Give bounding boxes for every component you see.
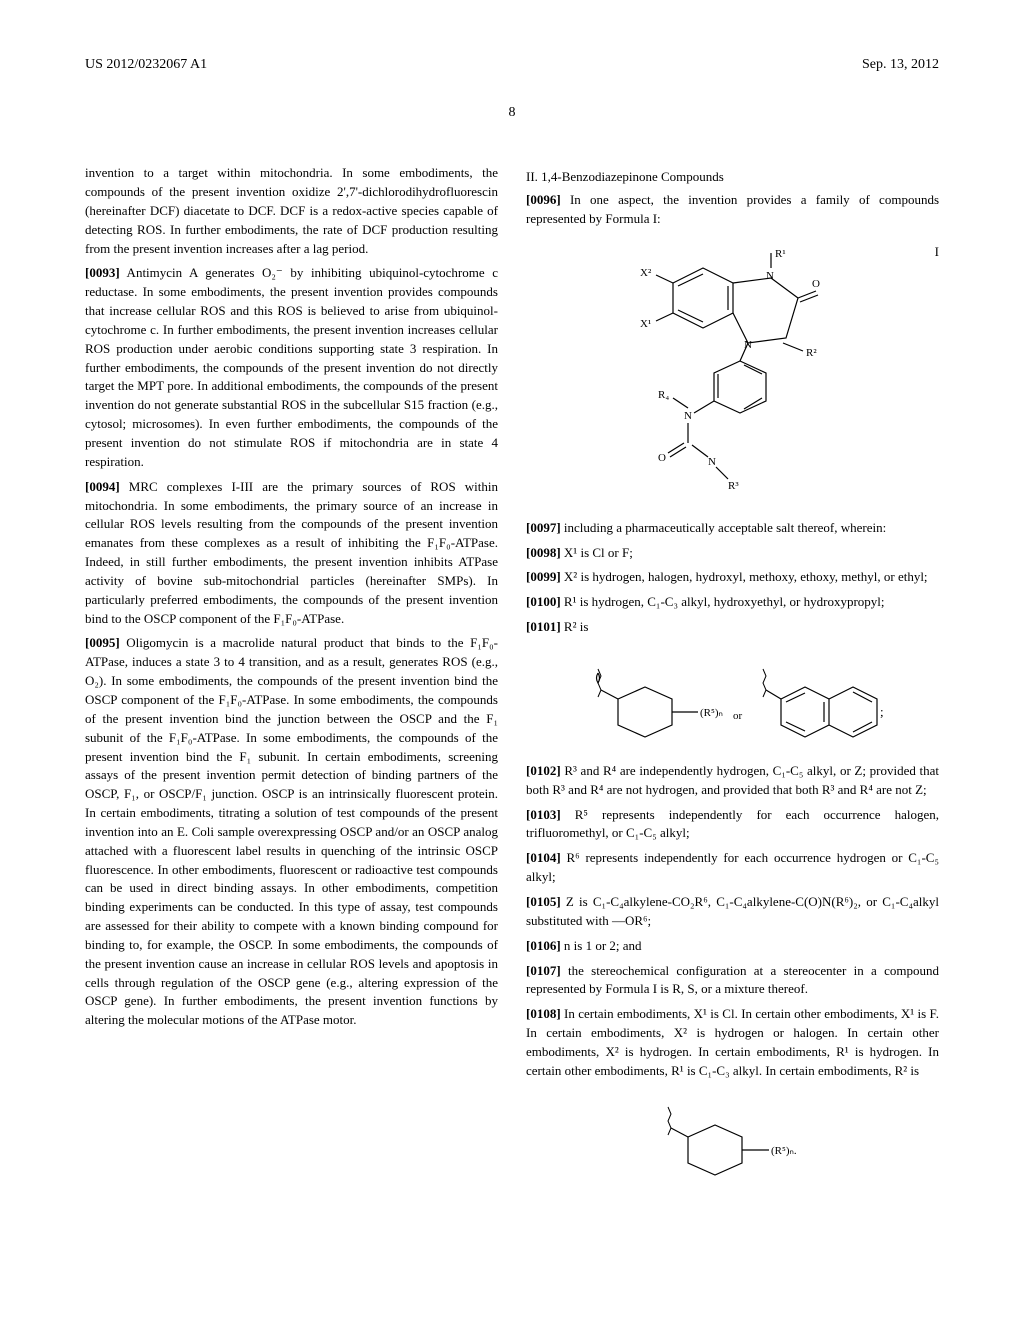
text-0098: X¹ is Cl or F; <box>561 545 633 560</box>
para-0103: [0103] R⁵ represents independently for e… <box>526 806 939 844</box>
text-0104: R⁶ represents independently for each occ… <box>526 850 939 884</box>
text-0096: In one aspect, the invention provides a … <box>526 192 939 226</box>
svg-text:R²: R² <box>806 347 817 359</box>
para-0101: [0101] R² is <box>526 618 939 637</box>
formula-I-label: I <box>935 243 939 262</box>
svg-text:O: O <box>812 278 820 290</box>
bracket-0101: [0101] <box>526 619 561 634</box>
text-0102: R³ and R⁴ are independently hydrogen, C₁… <box>526 763 939 797</box>
para-cont: invention to a target within mitochondri… <box>85 164 498 258</box>
r2-options-figure: (R⁵)ₙ or ; <box>526 651 939 746</box>
section-II-title: II. 1,4-Benzodiazepinone Compounds <box>526 168 939 187</box>
svg-text:O: O <box>658 452 666 464</box>
para-0097: [0097] including a pharmaceutically acce… <box>526 519 939 538</box>
svg-text:;: ; <box>880 704 884 719</box>
para-0093: [0093] Antimycin A generates O₂⁻ by inhi… <box>85 264 498 471</box>
right-column: II. 1,4-Benzodiazepinone Compounds [0096… <box>526 164 939 1200</box>
text-0095: Oligomycin is a macrolide natural produc… <box>85 635 498 1027</box>
page-header: US 2012/0232067 A1 Sep. 13, 2012 <box>85 55 939 75</box>
formula-I-figure: N R¹ O N R² X² <box>526 243 939 503</box>
text-0105: Z is C₁-C₄alkylene-CO₂R⁶, C₁-C₄alkylene-… <box>526 894 939 928</box>
bracket-0104: [0104] <box>526 850 561 865</box>
text-0107: the stereochemical configuration at a st… <box>526 963 939 997</box>
left-column: invention to a target within mitochondri… <box>85 164 498 1200</box>
svg-text:X²: X² <box>640 267 652 279</box>
text-0097: including a pharmaceutically acceptable … <box>561 520 887 535</box>
para-0105: [0105] Z is C₁-C₄alkylene-CO₂R⁶, C₁-C₄al… <box>526 893 939 931</box>
para-0098: [0098] X¹ is Cl or F; <box>526 544 939 563</box>
bracket-0108: [0108] <box>526 1006 561 1021</box>
para-0100: [0100] R¹ is hydrogen, C₁-C₃ alkyl, hydr… <box>526 593 939 612</box>
header-left: US 2012/0232067 A1 <box>85 55 207 75</box>
r2-final-figure: (R⁵)ₙ. <box>526 1095 939 1185</box>
svg-text:(R⁵)ₙ: (R⁵)ₙ <box>700 707 723 719</box>
bracket-0107: [0107] <box>526 963 561 978</box>
header-right: Sep. 13, 2012 <box>862 55 939 75</box>
text-0100: R¹ is hydrogen, C₁-C₃ alkyl, hydroxyethy… <box>561 594 885 609</box>
bracket-0093: [0093] <box>85 265 120 280</box>
para-0108: [0108] In certain embodiments, X¹ is Cl.… <box>526 1005 939 1080</box>
bracket-0105: [0105] <box>526 894 561 909</box>
text-0103: R⁵ represents independently for each occ… <box>526 807 939 841</box>
text-0101: R² is <box>561 619 589 634</box>
text-0108: In certain embodiments, X¹ is Cl. In cer… <box>526 1006 939 1078</box>
formula-I-wrap: I N R¹ <box>526 243 939 503</box>
bracket-0099: [0099] <box>526 569 561 584</box>
svg-text:or: or <box>733 710 743 722</box>
bracket-0103: [0103] <box>526 807 561 822</box>
para-0102: [0102] R³ and R⁴ are independently hydro… <box>526 762 939 800</box>
bracket-0098: [0098] <box>526 545 561 560</box>
bracket-0097: [0097] <box>526 520 561 535</box>
svg-text:R³: R³ <box>728 480 739 492</box>
svg-text:R¹: R¹ <box>775 248 786 260</box>
para-0094: [0094] MRC complexes I-III are the prima… <box>85 478 498 629</box>
page-number: 8 <box>85 103 939 123</box>
text-0094: MRC complexes I-III are the primary sour… <box>85 479 498 626</box>
para-0095: [0095] Oligomycin is a macrolide natural… <box>85 634 498 1030</box>
text-0099: X² is hydrogen, halogen, hydroxyl, metho… <box>561 569 928 584</box>
text-0093: Antimycin A generates O₂⁻ by inhibiting … <box>85 265 498 468</box>
bracket-0095: [0095] <box>85 635 120 650</box>
svg-text:N: N <box>708 456 716 468</box>
para-0107: [0107] the stereochemical configuration … <box>526 962 939 1000</box>
bracket-0102: [0102] <box>526 763 561 778</box>
svg-text:(R⁵)ₙ.: (R⁵)ₙ. <box>771 1145 797 1157</box>
bracket-0106: [0106] <box>526 938 561 953</box>
bracket-0094: [0094] <box>85 479 120 494</box>
svg-text:N: N <box>766 270 774 282</box>
bracket-0096: [0096] <box>526 192 561 207</box>
content-columns: invention to a target within mitochondri… <box>85 164 939 1200</box>
para-0099: [0099] X² is hydrogen, halogen, hydroxyl… <box>526 568 939 587</box>
text-0106: n is 1 or 2; and <box>561 938 642 953</box>
para-0106: [0106] n is 1 or 2; and <box>526 937 939 956</box>
para-0104: [0104] R⁶ represents independently for e… <box>526 849 939 887</box>
svg-text:X¹: X¹ <box>640 318 651 330</box>
bracket-0100: [0100] <box>526 594 561 609</box>
para-0096: [0096] In one aspect, the invention prov… <box>526 191 939 229</box>
svg-text:R₄: R₄ <box>658 389 669 401</box>
svg-text:N: N <box>684 410 692 422</box>
